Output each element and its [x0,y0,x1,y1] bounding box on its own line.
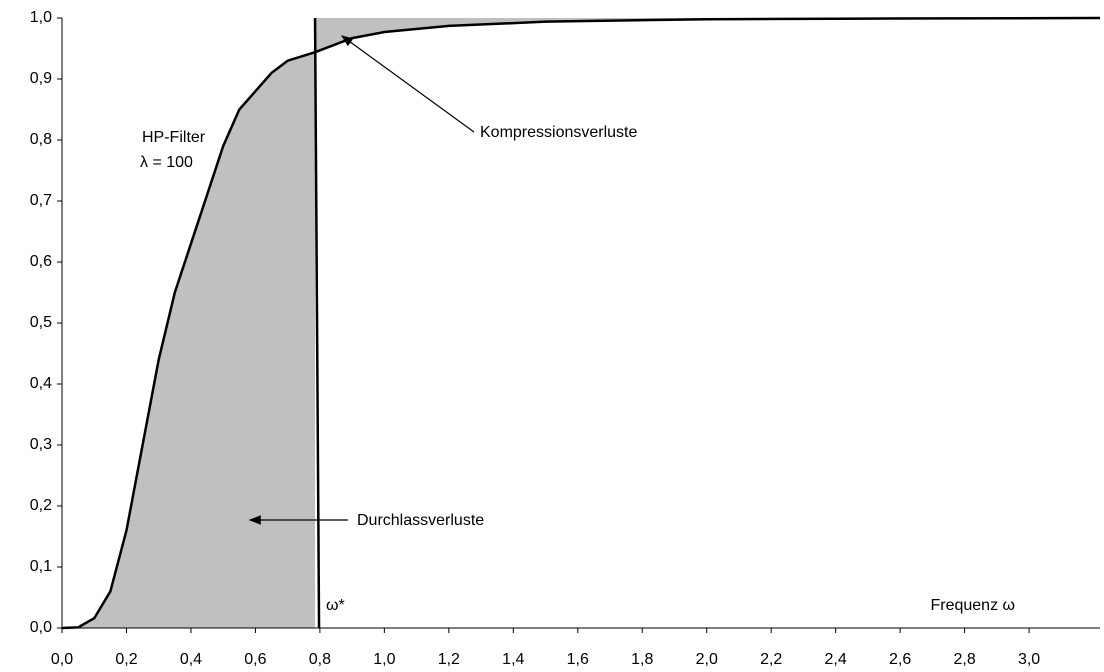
cutoff-line [313,17,321,629]
x-tick-label: 0,2 [115,651,137,668]
curve [61,16,1101,630]
annotation: λ = 100 [140,154,193,171]
x-tick-label: 0,4 [180,651,202,668]
x-tick-label: 1,8 [631,651,653,668]
x-tick-label: 3,0 [1018,651,1040,668]
y-tick-label: 0,1 [30,558,52,575]
annotation: Kompressionsverluste [480,124,638,141]
x-tick-label: 2,6 [889,651,911,668]
x-tick-label: 1,2 [438,651,460,668]
series-label: HP-Filter [142,129,206,146]
x-tick-label: 0,8 [309,651,331,668]
y-tick-label: 1,0 [30,9,52,26]
x-tick-label: 2,8 [953,651,975,668]
y-tick-label: 0,0 [30,619,52,636]
x-tick-label: 1,0 [373,651,395,668]
y-tick-label: 0,5 [30,314,52,331]
y-tick-label: 0,2 [30,497,52,514]
x-tick-label: 1,6 [567,651,589,668]
y-tick-label: 0,8 [30,131,52,148]
y-tick-label: 0,3 [30,436,52,453]
annotation: ω* [326,597,345,614]
compression-loss-area [315,18,1100,53]
pass-loss-area [62,52,316,629]
annotation: Durchlassverluste [357,512,484,529]
x-tick-label: 2,4 [825,651,847,668]
x-axis-label: Frequenz ω [930,597,1015,614]
x-tick-label: 1,4 [502,651,524,668]
y-tick-label: 0,7 [30,192,52,209]
y-tick-label: 0,4 [30,375,52,392]
x-tick-label: 2,2 [760,651,782,668]
x-tick-label: 0,0 [51,651,73,668]
y-tick-label: 0,9 [30,70,52,87]
arrow [341,35,475,133]
x-tick-label: 2,0 [696,651,718,668]
x-tick-label: 0,6 [244,651,266,668]
y-tick-label: 0,6 [30,253,52,270]
